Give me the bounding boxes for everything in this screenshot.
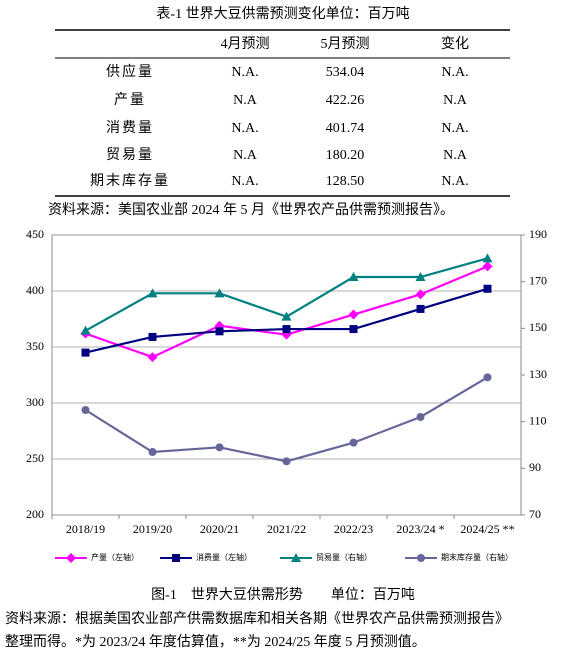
x-tick-label: 2021/22 bbox=[267, 522, 306, 536]
table-cell: 422.26 bbox=[326, 93, 365, 108]
marker bbox=[148, 332, 157, 341]
marker bbox=[147, 288, 158, 298]
plot-frame bbox=[51, 234, 522, 516]
figure-caption: 图-1 世界大豆供需形势 单位：百万吨 bbox=[151, 587, 415, 603]
row-label: 产量 bbox=[114, 92, 146, 108]
marker bbox=[66, 553, 76, 563]
table-cell: N.A bbox=[233, 148, 258, 163]
legend-label: 期末库存量（右轴） bbox=[441, 552, 513, 562]
table-cell: 534.04 bbox=[326, 65, 365, 80]
marker bbox=[80, 325, 91, 335]
x-tick-label: 2020/21 bbox=[200, 522, 239, 536]
y2-tick-label: 150 bbox=[529, 320, 547, 334]
table-header: 5月预测 bbox=[321, 36, 370, 52]
y-tick-label: 450 bbox=[26, 227, 44, 241]
marker bbox=[349, 438, 358, 447]
table-cell: N.A. bbox=[231, 65, 258, 80]
marker bbox=[482, 261, 493, 272]
y-tick-label: 350 bbox=[26, 339, 44, 353]
table-cell: N.A. bbox=[441, 174, 468, 189]
table-header: 变化 bbox=[441, 36, 469, 52]
table-cell: N.A. bbox=[231, 121, 258, 136]
legend-label: 消费量（左轴） bbox=[196, 552, 252, 562]
marker bbox=[482, 253, 493, 263]
table-cell: N.A bbox=[443, 148, 468, 163]
marker bbox=[172, 554, 180, 562]
table-cell: N.A bbox=[443, 93, 468, 108]
x-tick-label: 2023/24 * bbox=[396, 522, 444, 536]
marker bbox=[282, 457, 291, 466]
marker bbox=[483, 373, 492, 382]
y-tick-label: 300 bbox=[26, 395, 44, 409]
figure-source: 整理而得。*为 2023/24 年度估算值，**为 2024/25 年度 5 月… bbox=[5, 633, 426, 650]
y2-tick-label: 130 bbox=[529, 367, 547, 381]
x-tick-label: 2019/20 bbox=[133, 522, 172, 536]
y-tick-label: 200 bbox=[26, 507, 44, 521]
y-tick-label: 400 bbox=[26, 283, 44, 297]
row-label: 供应量 bbox=[106, 63, 154, 80]
table-cell: N.A. bbox=[441, 121, 468, 136]
marker bbox=[214, 288, 225, 298]
marker bbox=[416, 413, 425, 421]
legend-label: 贸易量（右轴） bbox=[316, 552, 372, 562]
marker bbox=[349, 325, 358, 334]
table-cell: N.A bbox=[233, 93, 258, 108]
y2-tick-label: 190 bbox=[529, 227, 547, 241]
marker bbox=[215, 443, 224, 452]
row-label: 期末库存量 bbox=[90, 173, 170, 189]
marker bbox=[215, 327, 224, 336]
table-cell: 180.20 bbox=[326, 148, 365, 163]
marker bbox=[348, 272, 359, 281]
marker bbox=[291, 553, 301, 562]
y-tick-label: 250 bbox=[26, 451, 44, 465]
series-line bbox=[84, 376, 489, 463]
marker bbox=[281, 311, 292, 321]
series-line bbox=[85, 287, 488, 354]
marker bbox=[483, 284, 492, 293]
y2-tick-label: 90 bbox=[529, 460, 541, 474]
table-cell: 128.50 bbox=[326, 174, 365, 189]
legend-label: 产量（左轴） bbox=[91, 552, 139, 562]
row-label: 消费量 bbox=[106, 120, 154, 136]
marker bbox=[415, 289, 426, 300]
x-tick-label: 2024/25 ** bbox=[460, 522, 514, 536]
table-cell: N.A. bbox=[231, 174, 258, 189]
y2-tick-label: 70 bbox=[529, 507, 541, 521]
x-tick-label: 2018/19 bbox=[66, 522, 105, 536]
marker bbox=[348, 309, 359, 320]
y2-tick-label: 170 bbox=[529, 273, 547, 287]
marker bbox=[147, 352, 158, 363]
table-cell: 401.74 bbox=[326, 121, 365, 136]
marker bbox=[415, 272, 426, 281]
marker bbox=[81, 348, 90, 357]
row-label: 贸易量 bbox=[106, 147, 154, 163]
table-header: 4月预测 bbox=[221, 36, 270, 52]
table-title: 表-1 世界大豆供需预测变化单位：百万吨 bbox=[156, 6, 409, 22]
x-tick-label: 2022/23 bbox=[334, 522, 373, 536]
table-source: 资料来源：美国农业部 2024 年 5 月《世界农产品供需预测报告》。 bbox=[48, 202, 454, 218]
marker bbox=[416, 304, 425, 313]
marker bbox=[81, 406, 90, 414]
y2-tick-label: 110 bbox=[529, 413, 547, 427]
table-cell: N.A. bbox=[441, 65, 468, 80]
figure-source: 资料来源：根据美国农业部产供需数据库和相关各期《世界农产品供需预测报告》 bbox=[5, 611, 509, 627]
marker bbox=[417, 554, 425, 562]
marker bbox=[282, 325, 291, 334]
marker bbox=[148, 448, 157, 456]
